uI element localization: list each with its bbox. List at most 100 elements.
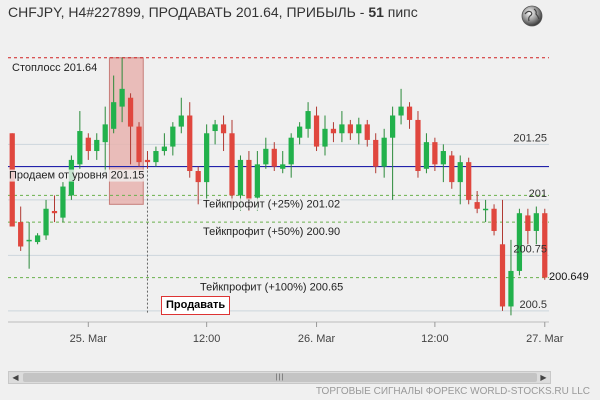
candle-body [246,159,252,200]
candle [313,106,320,152]
candle [43,199,49,240]
candle [34,233,41,245]
candle-body [51,210,58,214]
candle [508,239,514,316]
candle-body [288,137,294,165]
candle [381,128,387,178]
candle-body [212,124,218,132]
candle-body [77,131,83,165]
candle-body [254,164,260,198]
candle-body [364,124,370,140]
candle-body [449,155,455,183]
candle [364,119,370,147]
candle-body [187,115,193,172]
y-axis: 201.25 201 200.75 200.5 [513,132,547,311]
candle [533,206,539,245]
x-tick-label: 27. Mar [526,333,564,345]
candle-body [525,215,531,231]
candle-body [406,106,413,120]
candle-body [330,128,337,134]
candle-body [297,126,303,138]
candle-body [423,142,430,169]
footer-credit: ТОРГОВЫЕ СИГНАЛЫ ФОРЕКС WORLD-STOCKS.RU … [315,386,590,397]
candle-body [85,137,91,152]
candle [356,117,362,145]
tp2-label: Тейкпрофит (+50%) 200.90 [203,226,340,238]
candle-body [347,124,353,134]
y-tick-label: 201 [529,188,547,200]
candle-body [111,102,117,129]
candle-body [280,164,286,169]
x-axis: 25. Mar 12:00 26. Mar 12:00 27. Mar [70,322,564,345]
candle-body [18,222,24,247]
entry-label: Продаем от уровня 201.15 [9,170,144,182]
candle [127,93,134,165]
candle [271,142,277,172]
candle [373,133,379,174]
candle [499,199,506,311]
scroll-left-icon[interactable]: ◀ [12,373,19,382]
candle [263,137,269,169]
candle-body [237,159,244,196]
candle [389,106,396,200]
candle [229,119,235,205]
candle-body [389,115,396,138]
tp1-label: Тейкпрофит (+25%) 201.02 [203,198,340,210]
candle [102,106,108,174]
candle [288,133,294,178]
sell-button[interactable]: Продавать [161,296,231,315]
candle-body [432,142,438,165]
candle-body [381,137,387,167]
candle [457,155,463,205]
candle [204,124,210,200]
candle [406,102,413,129]
candle [542,208,548,280]
candle-body [440,151,446,165]
candle [423,133,430,174]
candle [111,75,117,134]
candle-body [373,139,379,167]
candle-body [229,133,235,196]
candle-body [204,133,210,183]
y-tick-label: 200.75 [513,243,547,255]
candle [212,119,218,145]
candle [482,199,489,223]
candle-body [195,171,201,183]
x-tick-label: 12:00 [421,333,449,345]
candle [525,208,531,245]
candle [195,166,201,205]
candle [153,146,159,167]
pips-value: 51 [368,4,384,20]
candle-body [136,126,142,163]
horizontal-scrollbar[interactable]: ◀ ||| ▶ [8,371,551,384]
candle-body [508,270,514,307]
scroll-right-icon[interactable]: ▶ [540,373,547,382]
candle [119,57,125,123]
candle-body [220,124,227,134]
candle [136,122,142,167]
candle-body [271,148,277,167]
y-tick-label: 200.5 [519,299,547,311]
candle [322,115,328,156]
candle [220,115,227,152]
candle-body [102,124,108,143]
globe-icon[interactable] [521,5,543,27]
scrollbar-thumb[interactable]: ||| [23,373,537,382]
candle-body [119,88,125,107]
candle [18,206,24,251]
candle [26,222,32,269]
y-tick-label: 201.25 [513,132,547,144]
candle-body [144,159,151,163]
candle-body [482,208,489,211]
candle-body [313,115,320,147]
level-labels: Стоплосс 201.64 Продаем от уровня 201.15 Т… [8,61,345,294]
candle [330,122,337,143]
tp3-label-bg [199,281,345,294]
candle [161,133,168,156]
pips-unit: пипс [383,4,418,20]
candle [516,208,523,276]
candle-body [263,148,269,165]
candle [85,133,91,160]
candle [77,111,83,169]
